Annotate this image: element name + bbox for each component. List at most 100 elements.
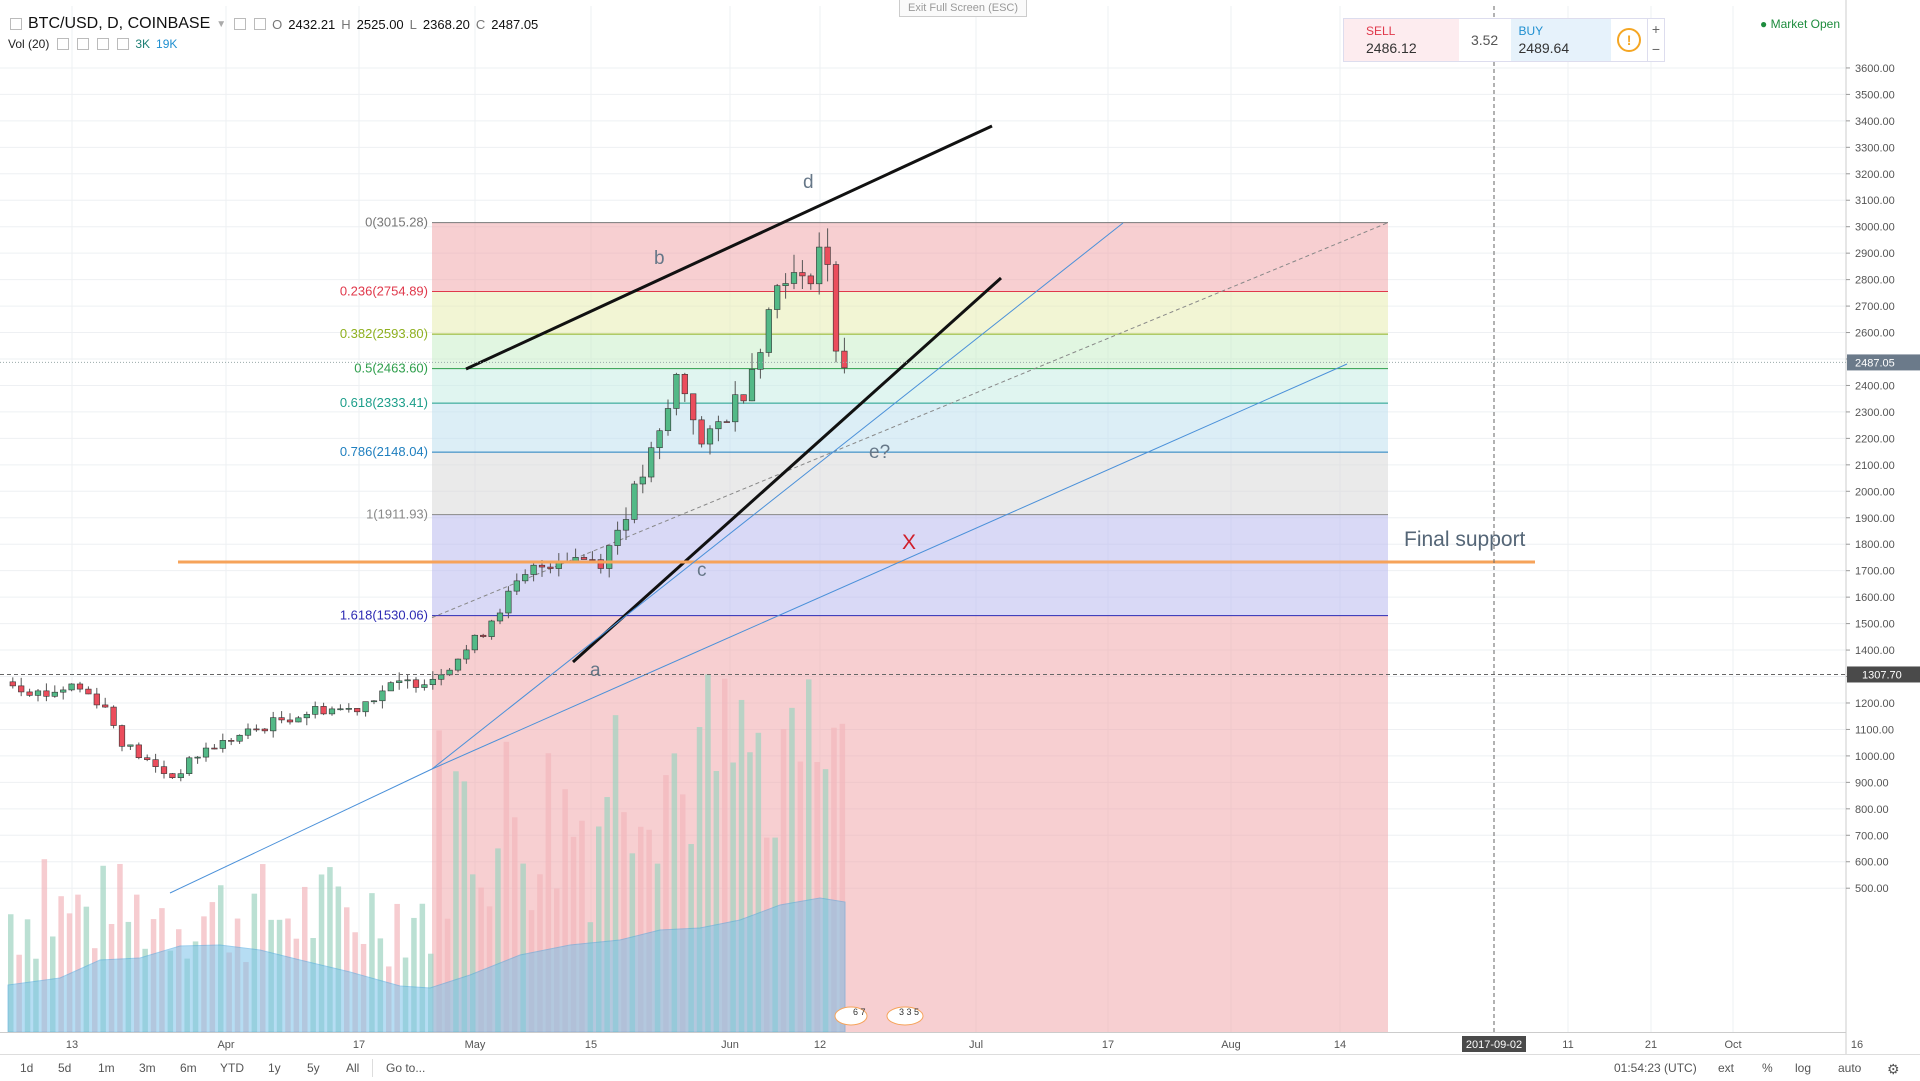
range-3m-button[interactable]: 3m <box>139 1061 156 1075</box>
price-tick-label: 2100.00 <box>1855 460 1895 472</box>
range-ytd-button[interactable]: YTD <box>220 1061 244 1075</box>
zoom-in-button[interactable]: + <box>1651 21 1661 37</box>
candle-body <box>782 283 789 286</box>
candle-body <box>320 706 327 715</box>
symbol-title[interactable]: BTC/USD, D, COINBASE <box>28 15 211 32</box>
settings-icon[interactable] <box>254 18 267 30</box>
range-1y-button[interactable]: 1y <box>268 1061 281 1075</box>
candle-body <box>790 272 798 284</box>
range-1m-button[interactable]: 1m <box>98 1061 115 1075</box>
volume-bar <box>8 914 14 1032</box>
candle-body <box>345 708 352 710</box>
range-5y-button[interactable]: 5y <box>307 1061 320 1075</box>
price-tick-label: 700.00 <box>1855 830 1889 842</box>
gear-icon[interactable]: ⚙ <box>1887 1061 1900 1077</box>
volume-bar <box>747 752 753 1032</box>
price-tick-label: 3100.00 <box>1855 195 1895 207</box>
utc-clock[interactable]: 01:54:23 (UTC) <box>1614 1061 1697 1075</box>
buy-button[interactable]: BUY 2489.64 <box>1510 19 1612 61</box>
price-tick-label: 1000.00 <box>1855 751 1895 763</box>
sell-button[interactable]: SELL 2486.12 <box>1344 19 1459 61</box>
price-tick-label: 500.00 <box>1855 883 1889 895</box>
volume-bar <box>436 730 442 1032</box>
goto-date-button[interactable]: Go to... <box>386 1061 426 1075</box>
candle-body <box>496 612 504 622</box>
ext-toggle[interactable]: ext <box>1718 1061 1735 1075</box>
exit-fullscreen-button[interactable]: Exit Full Screen (ESC) <box>899 0 1027 17</box>
time-tick-label: May <box>465 1039 486 1051</box>
time-axis[interactable]: 13 Apr 17 May 15 Jun 12 Jul 17 Aug 14 11 21 Oct 16 <box>0 1032 1863 1052</box>
volume-ma-area <box>7 897 846 1033</box>
volume-bar <box>394 903 400 1032</box>
candle-body <box>118 725 126 747</box>
candle-body <box>429 678 436 686</box>
candle-body <box>606 545 613 569</box>
candle-body <box>379 690 386 702</box>
candle-body <box>471 634 478 651</box>
price-axis[interactable]: 3600.00 3500.00 3400.00 3300.00 3200.00 3100.… <box>0 0 1920 1054</box>
volume-bar <box>461 781 468 1032</box>
study-eye-icon[interactable] <box>57 38 70 50</box>
low-label: L <box>409 16 417 32</box>
chevron-down-icon[interactable]: ▼ <box>216 18 227 30</box>
volume-study-label[interactable]: Vol (20) <box>8 37 50 51</box>
volume-bar <box>344 907 350 1032</box>
fib-level-label: 0.382(2593.80) <box>340 326 428 341</box>
volume-bar <box>831 727 837 1032</box>
collapse-icon[interactable] <box>10 18 22 30</box>
range-1d-button[interactable]: 1d <box>20 1061 34 1075</box>
candle-body <box>236 734 243 742</box>
volume-bar <box>705 674 711 1032</box>
time-tick-label: 11 <box>1562 1039 1573 1051</box>
sell-price: 2486.12 <box>1366 40 1417 56</box>
dividend-badge[interactable]: 6 7 <box>834 1006 868 1026</box>
candle-body <box>505 590 512 614</box>
candle-body <box>354 708 361 713</box>
split-badge[interactable]: 3 3 5 <box>886 1006 924 1026</box>
candle-body <box>85 688 92 695</box>
zoom-out-button[interactable]: − <box>1651 41 1661 57</box>
log-toggle[interactable]: log <box>1795 1061 1812 1075</box>
candle-body <box>639 476 646 485</box>
fib-level-label: 0(3015.28) <box>365 215 428 230</box>
fib-zone <box>432 222 1388 292</box>
candle-body <box>93 693 100 706</box>
volume-bar <box>638 826 644 1032</box>
candle-body <box>522 574 529 582</box>
price-axis-bg <box>1846 0 1920 1054</box>
trend-drawings[interactable] <box>169 124 1535 894</box>
range-all-button[interactable]: All <box>346 1061 360 1075</box>
volume-bar <box>100 865 106 1032</box>
percent-toggle[interactable]: % <box>1762 1061 1773 1075</box>
lower-trendline <box>571 276 1003 664</box>
event-badges[interactable]: 6 7 3 3 5 <box>834 1006 924 1026</box>
candle-body <box>530 564 537 575</box>
volume-bar <box>444 918 451 1032</box>
candle-body <box>799 272 806 277</box>
study-delete-icon[interactable] <box>97 38 110 50</box>
time-tick-label: Jun <box>721 1039 739 1051</box>
wave-d-label: d <box>803 172 814 193</box>
fan-line <box>169 768 433 894</box>
study-settings-icon[interactable] <box>77 38 90 50</box>
volume-bar <box>780 729 787 1032</box>
candle-body <box>597 559 604 569</box>
candle-body <box>211 747 218 750</box>
candle-body <box>421 684 428 688</box>
high-value: 2525.00 <box>356 16 404 32</box>
eye-icon[interactable] <box>234 18 247 30</box>
candle-body <box>43 690 50 697</box>
range-5d-button[interactable]: 5d <box>58 1061 72 1075</box>
price-tick-label: 1100.00 <box>1855 724 1894 736</box>
price-tick-label: 3300.00 <box>1855 142 1895 154</box>
range-6m-button[interactable]: 6m <box>180 1061 197 1075</box>
info-button[interactable]: ! <box>1611 19 1647 61</box>
study-more-icon[interactable] <box>117 38 130 50</box>
auto-toggle[interactable]: auto <box>1838 1061 1862 1075</box>
volume-bar <box>24 919 31 1032</box>
price-tick-label: 1700.00 <box>1855 566 1895 578</box>
close-label: C <box>475 16 486 32</box>
price-tick-label: 2000.00 <box>1855 486 1895 498</box>
candle-body <box>68 683 75 691</box>
